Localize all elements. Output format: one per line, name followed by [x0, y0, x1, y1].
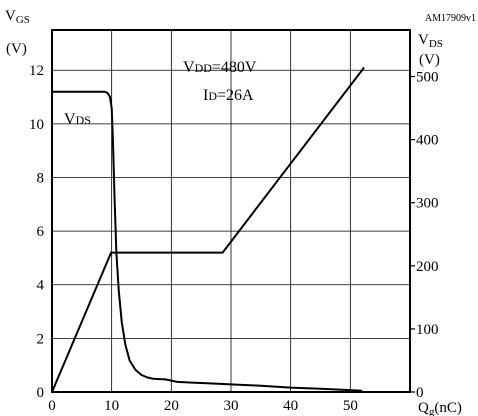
vgs-curve: [51, 66, 365, 393]
right-tick-label: 100: [416, 322, 439, 338]
left-tick-label: 2: [37, 331, 45, 347]
x-tick-label: 40: [283, 398, 298, 414]
left-tick-label: 4: [37, 278, 45, 294]
left-tick-label: 0: [37, 385, 45, 401]
left-tick-label: 12: [29, 63, 44, 79]
left-tick-label: 10: [29, 117, 44, 133]
right-tick-label: 500: [416, 70, 439, 86]
vds-curve-label: VDS: [64, 111, 91, 128]
vdd-annotation: VDD=480V: [183, 59, 257, 76]
left-tick-label: 8: [37, 170, 45, 186]
id-annotation: ID=26A: [203, 87, 254, 104]
series-layer: [51, 66, 365, 393]
vds-curve: [52, 90, 363, 392]
right-tick-label: 400: [416, 133, 439, 149]
figure-code: AM17909v1: [425, 13, 476, 24]
plot-frame: [51, 29, 411, 393]
x-axis-label: Qg(nC): [418, 400, 462, 416]
left-tick-label: 6: [37, 224, 45, 240]
left-axis-label: VGS: [5, 8, 30, 26]
right-tick-label: 0: [416, 385, 424, 401]
x-tick-label: 10: [104, 398, 119, 414]
right-tick-label: 200: [416, 259, 439, 275]
x-tick-label: 20: [164, 398, 179, 414]
x-tick-label: 30: [224, 398, 239, 414]
right-tick-label: 300: [416, 196, 439, 212]
right-axis-label: VDS: [418, 32, 443, 50]
right-axis-unit: (V): [419, 52, 440, 68]
x-tick-label: 50: [343, 398, 358, 414]
left-axis-unit: (V): [6, 41, 27, 57]
x-tick-label: 0: [48, 398, 56, 414]
grid: [52, 30, 410, 392]
